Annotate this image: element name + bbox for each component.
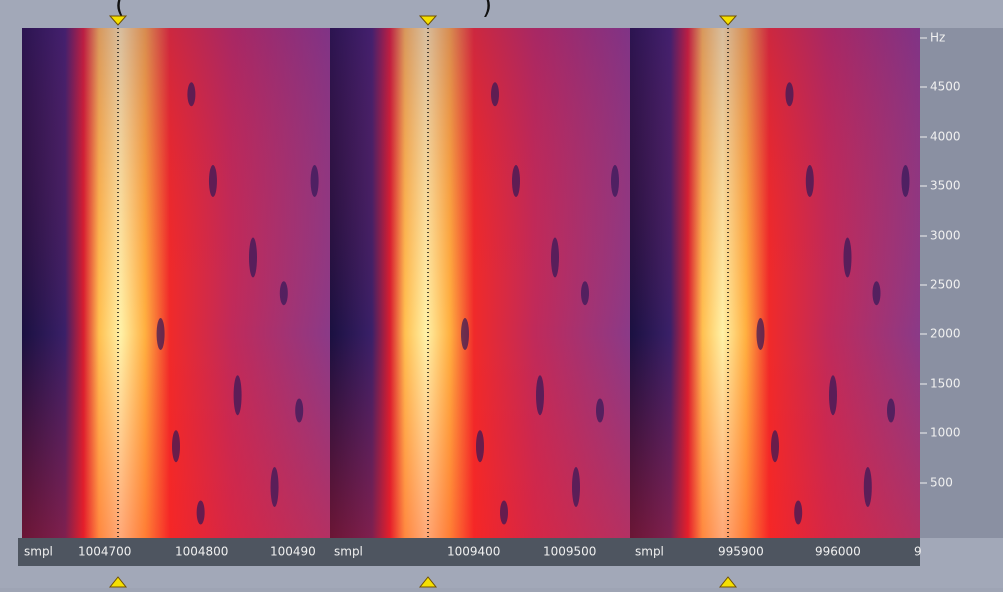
time-label: smpl [24, 545, 53, 559]
time-ruler [18, 538, 920, 566]
spectral-spot [581, 281, 589, 306]
spectral-spot [156, 318, 165, 350]
frequency-label: Hz [930, 31, 945, 45]
frequency-label: 3500 [930, 179, 961, 193]
spectral-spot [611, 165, 619, 197]
spectral-spot [310, 165, 319, 197]
spectral-spot [756, 318, 765, 350]
spectral-spot [843, 237, 852, 278]
spectral-spot [596, 398, 604, 423]
spectral-spot [887, 398, 895, 423]
frequency-label: 4000 [930, 130, 961, 144]
frequency-label: 3000 [930, 229, 961, 243]
frequency-label: 4500 [930, 80, 961, 94]
spectral-spot [208, 165, 217, 197]
time-label: 996000 [815, 545, 861, 559]
spectral-spot [491, 82, 499, 107]
spectral-spot [279, 281, 288, 306]
spectral-spot [551, 237, 559, 278]
spectral-spot [536, 375, 544, 416]
spectral-spot [249, 237, 257, 278]
cursor-marker-top [108, 15, 128, 26]
spectral-spot [461, 318, 469, 350]
frequency-label: 2000 [930, 327, 961, 341]
frequency-label: 2500 [930, 278, 961, 292]
time-label: smpl [334, 545, 363, 559]
cursor-marker-bottom [108, 576, 128, 588]
frequency-label: 1000 [930, 426, 961, 440]
time-label: 1009500 [543, 545, 596, 559]
spectral-spot [771, 430, 779, 463]
spectral-spot [901, 165, 910, 197]
frequency-label: 1500 [930, 377, 961, 391]
cursor-marker-top [418, 15, 438, 26]
time-label: 995900 [718, 545, 764, 559]
time-label: smpl [635, 545, 664, 559]
spectral-spot [785, 82, 794, 107]
spectral-spot [872, 281, 881, 306]
spectral-spot [196, 500, 205, 525]
spectral-spot [270, 467, 279, 507]
time-label: 1004700 [78, 545, 131, 559]
spectral-spot [572, 467, 580, 507]
frequency-ruler [918, 28, 1003, 538]
cursor-marker-top [718, 15, 738, 26]
cursor-marker-bottom [718, 576, 738, 588]
header-fragment: ) [482, 0, 492, 21]
spectral-spot [794, 500, 803, 525]
time-label: 1009400 [447, 545, 500, 559]
time-label: 1004800 [175, 545, 228, 559]
spectral-spot [805, 165, 814, 197]
time-label: 100490 [270, 545, 316, 559]
cursor-marker-bottom [418, 576, 438, 588]
header-fragment: ( [115, 0, 125, 21]
spectral-spot [500, 500, 508, 525]
spectral-spot [172, 430, 180, 463]
spectral-spot [829, 375, 837, 416]
spectral-spot [863, 467, 872, 507]
spectral-spot [476, 430, 484, 463]
frequency-label: 500 [930, 476, 953, 490]
spectral-spot [295, 398, 304, 423]
spectral-spot [233, 375, 242, 416]
spectral-spot [512, 165, 520, 197]
spectral-spot [187, 82, 196, 107]
time-label: 9 [914, 545, 922, 559]
